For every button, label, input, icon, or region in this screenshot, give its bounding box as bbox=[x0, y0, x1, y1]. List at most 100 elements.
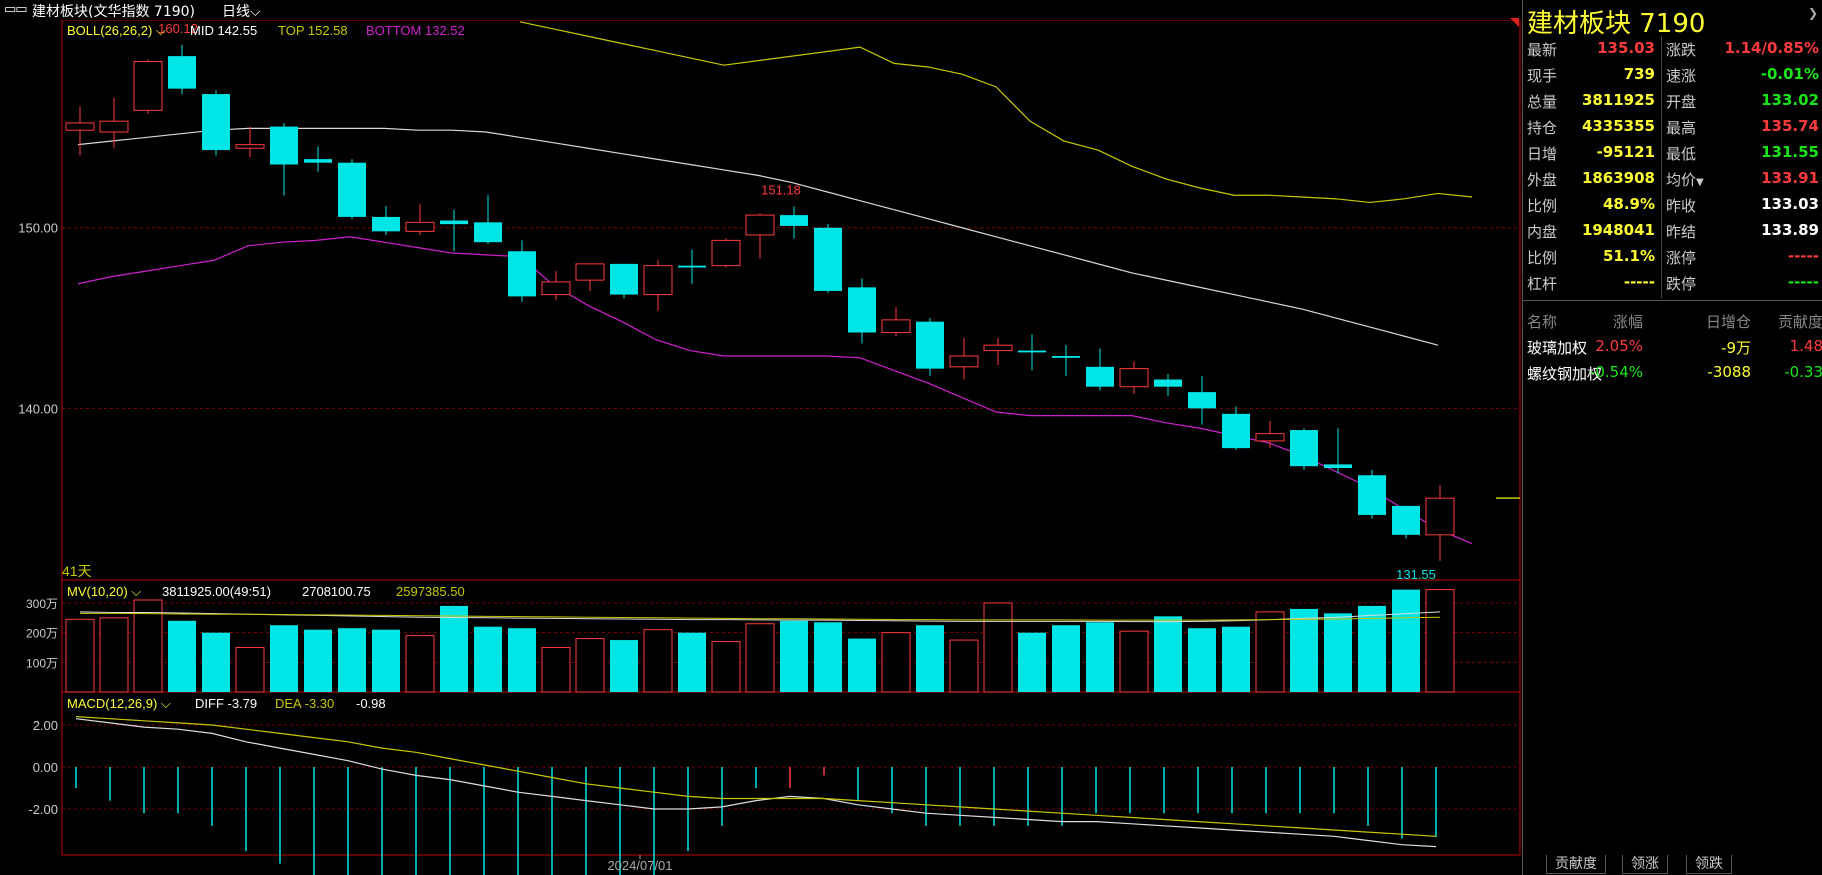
quote-value: -0.01% bbox=[1760, 65, 1819, 83]
peak-price-label: 151.18 bbox=[761, 182, 801, 197]
table-row[interactable]: 玻璃加权 2.05% -9万 1.48 bbox=[1523, 334, 1822, 360]
chevron-right-icon[interactable]: ❯ bbox=[1807, 6, 1818, 20]
candle-body-down bbox=[780, 215, 808, 226]
candle-body-up bbox=[235, 144, 265, 149]
candle-body-up bbox=[65, 122, 95, 131]
volume-bar-down bbox=[1154, 616, 1182, 692]
quote-label: 跌停 bbox=[1666, 275, 1697, 293]
macd-tick-label: 2.00 bbox=[33, 718, 58, 733]
quote-row: 内盘 1948041 昨结 133.89 bbox=[1523, 218, 1822, 244]
candle-body-down bbox=[1154, 379, 1182, 387]
corner-marker-icon bbox=[1510, 18, 1519, 27]
quote-value: 133.03 bbox=[1761, 195, 1819, 213]
macd-diff-line bbox=[75, 718, 1437, 848]
volume-bar-down bbox=[372, 629, 400, 692]
candle-body-up bbox=[1119, 368, 1149, 388]
quote-value: 48.9% bbox=[1602, 195, 1655, 213]
mv-value-2: 2708100.75 bbox=[302, 584, 371, 599]
volume-bar-up bbox=[1119, 630, 1149, 693]
quote-row: 现手 739 速涨 -0.01% bbox=[1523, 62, 1822, 88]
quote-value: 51.1% bbox=[1602, 247, 1655, 265]
quote-value: ----- bbox=[1787, 273, 1819, 291]
kline-chart[interactable]: 150.00 140.00 160.12 151.18 131.55 41天 BOLL(26… bbox=[0, 0, 1522, 875]
candle-body-up bbox=[133, 61, 163, 111]
table-header: 名称 涨幅 日增仓 贡献度 bbox=[1523, 308, 1822, 334]
volume-bar-down bbox=[474, 626, 502, 692]
volume-bar-down bbox=[440, 605, 468, 692]
volume-bar-up bbox=[983, 602, 1013, 693]
candle-body-down bbox=[848, 287, 876, 333]
boll-top-line bbox=[519, 21, 1473, 204]
quote-value: 133.89 bbox=[1761, 221, 1819, 239]
volume-bar-down bbox=[1018, 632, 1046, 692]
volume-bar-up bbox=[99, 617, 129, 693]
column-header[interactable]: 日增仓 bbox=[1705, 313, 1751, 331]
candle-body-down bbox=[440, 220, 468, 225]
mv-value-1: 3811925.00(49:51) bbox=[162, 584, 271, 599]
quote-row: 比例 48.9% 昨收 133.03 bbox=[1523, 192, 1822, 218]
quote-value: 135.03 bbox=[1597, 39, 1655, 57]
mv-value-3: 2597385.50 bbox=[396, 584, 465, 599]
column-header[interactable]: 名称 bbox=[1527, 313, 1558, 331]
days-label: 41天 bbox=[62, 563, 92, 579]
tab-leading-gainers[interactable]: 领涨 bbox=[1622, 855, 1668, 874]
column-header[interactable]: 贡献度 bbox=[1777, 313, 1822, 331]
quote-label: 外盘 bbox=[1527, 171, 1558, 189]
volume-bar-down bbox=[814, 622, 842, 692]
quote-label: 昨结 bbox=[1666, 223, 1697, 241]
volume-bar-down bbox=[678, 632, 706, 692]
cell-contribution: 1.48 bbox=[1789, 337, 1822, 355]
boll-mid-line bbox=[77, 127, 1439, 346]
tab-contribution[interactable]: 贡献度 bbox=[1546, 855, 1606, 874]
candle-body-up bbox=[643, 265, 673, 296]
candle-body-up bbox=[1425, 497, 1455, 536]
volume-bar-up bbox=[133, 599, 163, 693]
candle-body-down bbox=[610, 263, 638, 295]
table-row[interactable]: 螺纹钢加权 -0.54% -3088 -0.33 bbox=[1523, 360, 1822, 386]
volume-bar-down bbox=[168, 620, 196, 692]
cell-name: 玻璃加权 bbox=[1527, 339, 1588, 357]
volume-bar-up bbox=[711, 641, 741, 693]
candle-body-up bbox=[711, 239, 741, 267]
candle-body-down bbox=[916, 321, 944, 369]
candle-body-down bbox=[1222, 413, 1250, 449]
quote-label: 开盘 bbox=[1666, 93, 1697, 111]
volume-bar-down bbox=[610, 640, 638, 692]
quote-value: 1.14/0.85% bbox=[1724, 39, 1819, 57]
candle-body-down bbox=[1358, 475, 1386, 515]
candle-body-down bbox=[508, 251, 536, 297]
quote-value: 1863908 bbox=[1581, 169, 1655, 187]
quote-panel: 建材板块 7190 ❯ 最新 135.03 涨跌 1.14/0.85% 现手 739 速涨 -… bbox=[1522, 0, 1822, 875]
macd-dea-line bbox=[75, 716, 1437, 837]
tab-leading-losers[interactable]: 领跌 bbox=[1686, 855, 1732, 874]
quote-label: 速涨 bbox=[1666, 67, 1697, 85]
candle-body-up bbox=[745, 214, 775, 236]
volume-ma20-line bbox=[80, 612, 1441, 621]
boll-lines bbox=[77, 21, 1473, 545]
quote-label: 最新 bbox=[1527, 41, 1558, 59]
quote-value: 131.55 bbox=[1761, 143, 1819, 161]
candle-body-down bbox=[168, 56, 196, 89]
quote-label: 昨收 bbox=[1666, 197, 1697, 215]
quote-label: 比例 bbox=[1527, 249, 1558, 267]
candle-body-down bbox=[202, 94, 230, 151]
macd-dea-label: DEA -3.30 bbox=[275, 696, 334, 711]
period-selector[interactable]: 日线⌵ bbox=[222, 1, 261, 21]
low-price-label: 131.55 bbox=[1396, 567, 1436, 582]
contribution-table: 名称 涨幅 日增仓 贡献度玻璃加权 2.05% -9万 1.48 螺纹钢加权 -0.54% -30… bbox=[1523, 308, 1822, 386]
quote-value: 135.74 bbox=[1761, 117, 1819, 135]
volume-bar-down bbox=[202, 632, 230, 692]
quote-value: ----- bbox=[1787, 247, 1819, 265]
quote-label: 均价▼ bbox=[1666, 171, 1704, 189]
volume-bar-up bbox=[643, 629, 673, 693]
kline-chart-area[interactable]: 150.00 140.00 160.12 151.18 131.55 41天 BOLL(26… bbox=[0, 0, 1522, 875]
volume-tick-label: 200万 bbox=[26, 627, 58, 641]
quote-label: 杠杆 bbox=[1527, 275, 1558, 293]
candle-body-down bbox=[1086, 366, 1114, 387]
column-header[interactable]: 涨幅 bbox=[1612, 313, 1643, 331]
quote-grid: 最新 135.03 涨跌 1.14/0.85% 现手 739 速涨 -0.01% 总量 38119… bbox=[1523, 36, 1822, 296]
candle-body-down bbox=[678, 265, 706, 268]
candle-body-up bbox=[405, 221, 435, 232]
volume-bar-down bbox=[1052, 625, 1080, 692]
volume-bar-down bbox=[304, 629, 332, 692]
